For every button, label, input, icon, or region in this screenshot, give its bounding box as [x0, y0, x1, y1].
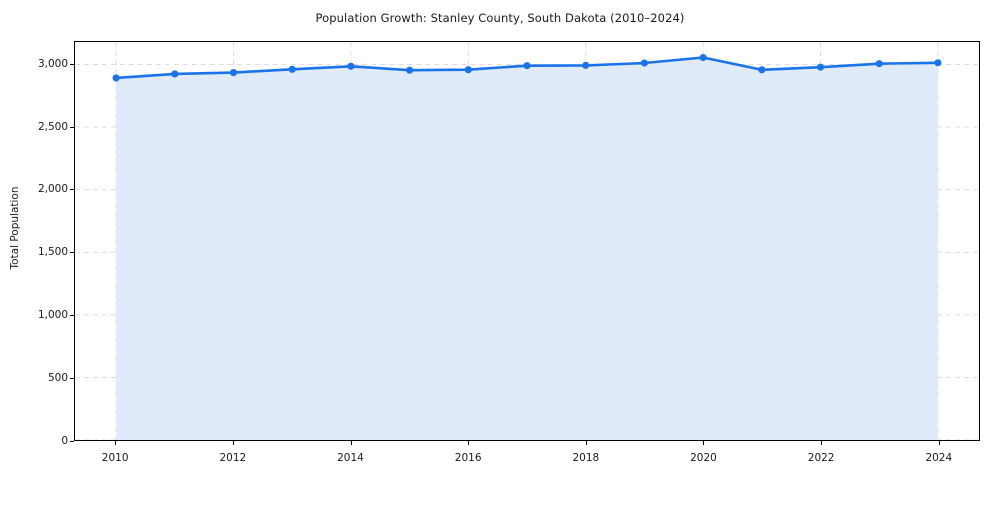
x-tick-mark	[350, 441, 352, 445]
x-tick-mark	[468, 441, 470, 445]
data-point-2023	[875, 60, 883, 68]
chart-figure: Population Growth: Stanley County, South…	[9, 11, 980, 464]
data-point-2022	[816, 63, 825, 71]
data-point-2014	[347, 62, 355, 70]
x-tick-mark	[821, 441, 823, 445]
x-tick-label: 2020	[690, 452, 717, 464]
data-point-2019	[640, 59, 648, 67]
data-point-2015	[406, 66, 414, 74]
x-tick-label: 2012	[219, 452, 247, 464]
y-axis-label: Total Population	[9, 186, 21, 270]
x-tick-mark	[115, 441, 117, 445]
area-fill	[116, 57, 938, 440]
data-point-2021	[758, 66, 766, 74]
data-point-2012	[229, 68, 238, 77]
x-tick-mark	[232, 441, 234, 445]
x-tick-label: 2016	[454, 452, 482, 464]
data-point-2010	[112, 74, 120, 82]
area-fill-polygon	[116, 57, 938, 440]
population-line-series	[112, 53, 942, 82]
data-point-2016	[464, 66, 472, 74]
x-tick-label: 2014	[337, 452, 364, 464]
data-point-2018	[582, 61, 590, 69]
x-tick-mark	[703, 441, 705, 445]
x-tick-label: 2010	[101, 452, 129, 464]
data-point-2017	[523, 62, 531, 70]
data-point-2024	[934, 59, 942, 67]
data-point-2013	[288, 65, 296, 73]
x-tick-label: 2022	[807, 452, 835, 464]
x-tick-label: 2024	[925, 452, 953, 464]
x-tick-mark	[585, 441, 587, 445]
x-tick-mark	[938, 441, 940, 445]
chart-title: Population Growth: Stanley County, South…	[315, 11, 685, 25]
data-point-2020	[699, 53, 707, 62]
x-tick-label: 2018	[572, 452, 600, 464]
data-point-2011	[171, 70, 179, 78]
y-tick-mark	[70, 441, 74, 442]
plot-area	[74, 41, 980, 441]
